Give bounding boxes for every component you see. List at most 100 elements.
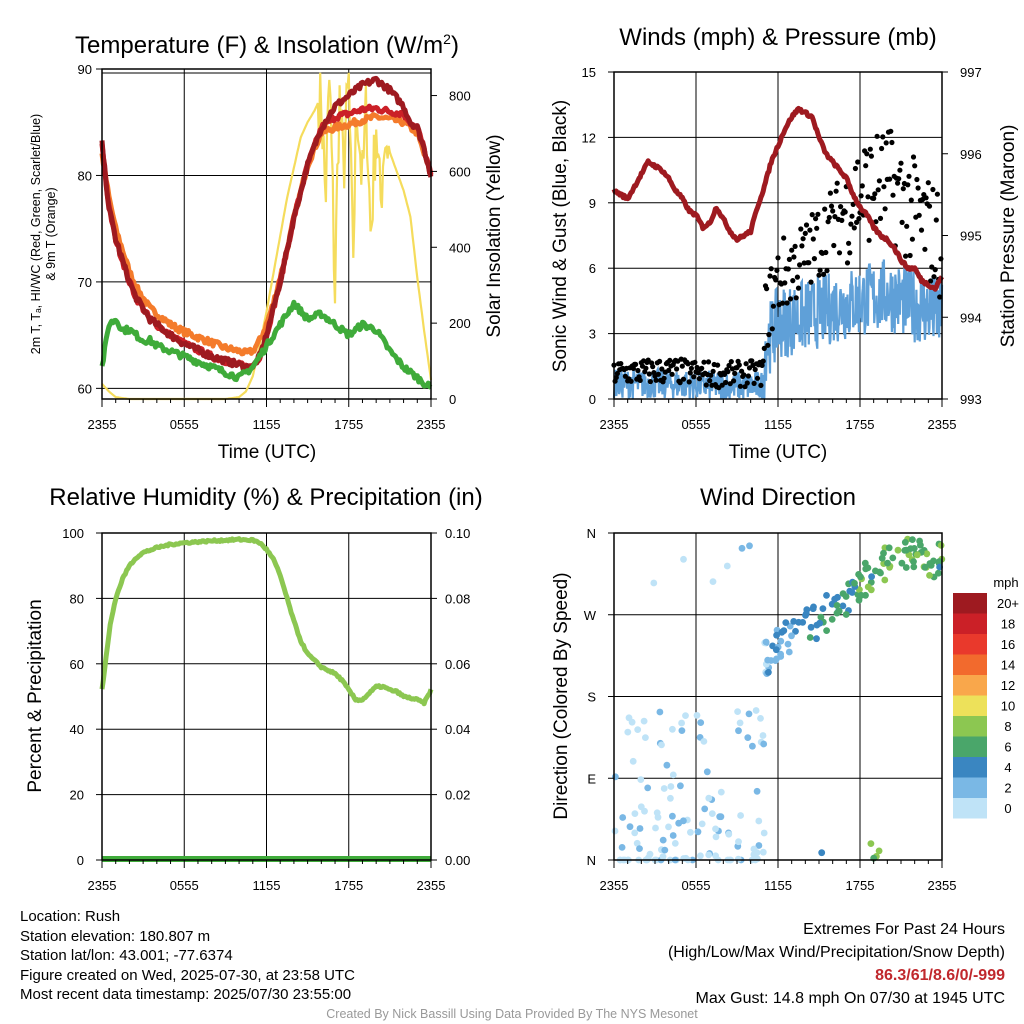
gust-point — [657, 358, 663, 364]
temperature-series-0 — [99, 112, 433, 357]
direction-point — [807, 623, 815, 631]
legend-swatch — [953, 695, 987, 716]
direction-point — [644, 784, 652, 792]
direction-point — [901, 538, 909, 546]
gust-point — [813, 216, 819, 222]
gust-point — [868, 153, 875, 159]
direction-point — [634, 726, 642, 733]
direction-point — [864, 583, 872, 591]
gust-point — [723, 379, 729, 386]
direction-point — [762, 638, 770, 646]
direction-point — [842, 611, 850, 618]
legend-swatch — [953, 634, 987, 655]
insolation-ytick-label: 200 — [449, 316, 471, 331]
direction-point — [777, 637, 785, 645]
direction-point — [633, 839, 641, 847]
direction-point — [680, 855, 687, 862]
direction-point — [736, 719, 744, 727]
temperature-ylabel-right: Solar Insolation (Yellow) — [484, 134, 505, 337]
gust-point — [833, 188, 839, 194]
direction-point — [755, 817, 763, 825]
humidity-xtick-label: 2355 — [88, 878, 117, 893]
direction-point — [885, 544, 893, 552]
gust-point — [937, 294, 943, 300]
direction-point — [857, 591, 865, 599]
direction-point — [773, 631, 780, 639]
direction-point — [693, 712, 701, 719]
sonic-wind-line — [612, 259, 944, 400]
gust-point — [650, 364, 656, 370]
gust-point — [912, 163, 918, 169]
direction-point — [759, 732, 767, 739]
direction-point — [631, 829, 639, 837]
direction-xtick-label: 2355 — [928, 878, 957, 893]
humidity-panel: Relative Humidity (%) & Precipitation (i… — [25, 484, 483, 893]
temp-xtick-label: 2355 — [88, 417, 117, 432]
direction-point — [700, 738, 708, 745]
gust-point — [816, 272, 822, 278]
gust-point — [855, 159, 861, 165]
insolation-ytick-label: 600 — [449, 164, 471, 179]
temperature-ylabel-left-2: & 9m T (Orange) — [44, 187, 58, 280]
humidity-xtick-label: 0555 — [170, 878, 199, 893]
gust-point — [758, 382, 764, 388]
direction-point — [612, 773, 619, 781]
direction-point — [884, 559, 891, 567]
winds-xtick-label: 2355 — [600, 417, 629, 432]
direction-point — [910, 545, 918, 552]
gust-point — [865, 194, 871, 200]
direction-point — [745, 710, 753, 718]
gust-point — [677, 380, 683, 386]
legend-swatch — [953, 675, 987, 696]
direction-point — [725, 830, 733, 838]
direction-point — [868, 573, 875, 580]
gust-point — [922, 246, 928, 252]
humidity-ytick-label: 20 — [70, 788, 84, 803]
gust-point — [926, 203, 933, 209]
direction-point — [734, 855, 742, 863]
direction-point — [667, 783, 675, 790]
gust-point — [890, 192, 896, 198]
humidity-xtick-label: 2355 — [417, 878, 446, 893]
direction-point — [828, 616, 836, 623]
direction-point — [705, 794, 713, 802]
humidity-ytick-label: 60 — [70, 657, 84, 672]
direction-point — [867, 840, 875, 847]
legend-swatch — [953, 593, 987, 614]
direction-point — [823, 592, 830, 599]
direction-point — [744, 734, 752, 741]
direction-point — [669, 725, 676, 733]
extremes-title: Extremes For Past 24 Hours — [803, 921, 1005, 938]
direction-point — [819, 605, 827, 612]
pressure-ytick-label: 993 — [960, 392, 982, 407]
gust-point — [768, 266, 774, 272]
gust-point — [782, 280, 788, 286]
gust-point — [825, 219, 831, 225]
direction-point — [705, 851, 713, 859]
direction-point — [618, 844, 626, 851]
precip-ytick-label: 0.04 — [445, 722, 470, 737]
direction-ytick-label: N — [587, 853, 596, 868]
gust-point — [867, 146, 873, 152]
direction-point — [629, 757, 637, 765]
gust-point — [725, 369, 731, 375]
gust-point — [749, 358, 755, 364]
gust-point — [745, 373, 752, 379]
gust-point — [643, 365, 649, 371]
legend-label: 20+ — [997, 596, 1019, 611]
legend-label: 0 — [1004, 801, 1011, 816]
direction-point — [669, 832, 677, 839]
gust-point — [863, 163, 869, 169]
direction-point — [916, 537, 923, 545]
direction-point — [839, 590, 847, 597]
humidity-xtick-label: 1755 — [334, 878, 363, 893]
pressure-ytick-label: 994 — [960, 310, 982, 325]
winds-ytick-label: 12 — [582, 130, 596, 145]
humidity-ytick-label: 0 — [77, 853, 84, 868]
gust-point — [909, 236, 916, 242]
gust-point — [806, 260, 812, 266]
gust-point — [680, 376, 687, 382]
direction-point — [788, 632, 795, 640]
gust-point — [614, 370, 621, 377]
